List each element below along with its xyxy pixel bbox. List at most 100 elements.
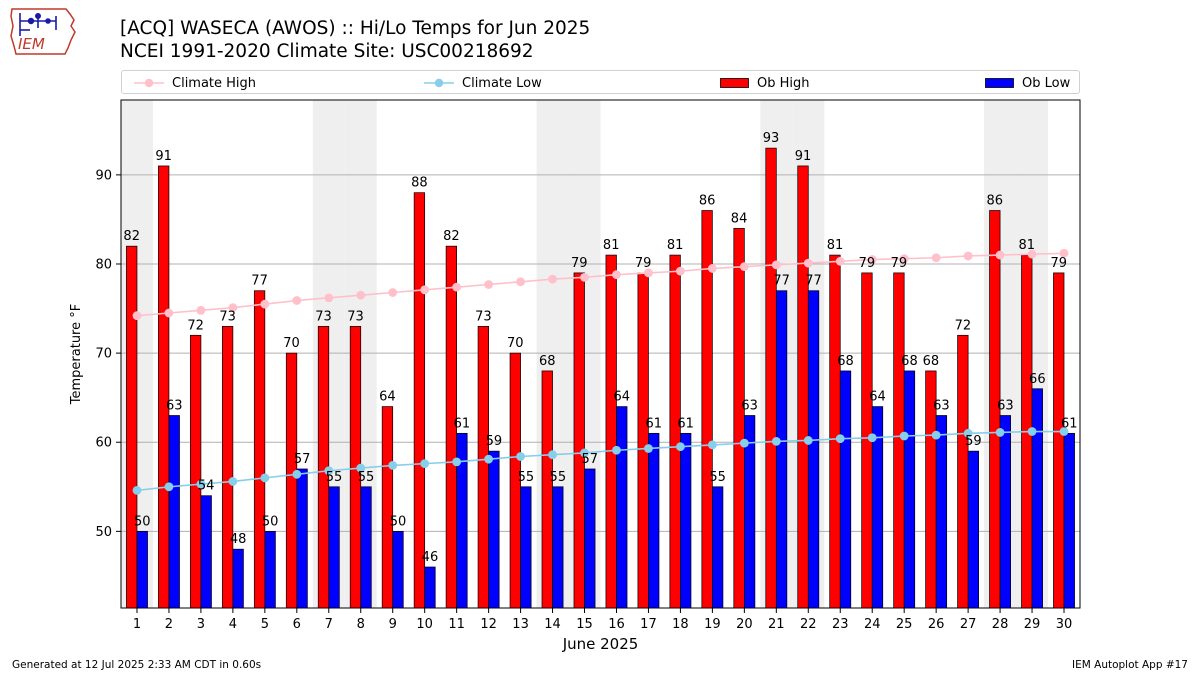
ob-high-value-label: 88 [411, 176, 428, 191]
ob-low-bar [264, 531, 276, 609]
ob-high-value-label: 68 [539, 354, 556, 369]
iem-logo: IEM [10, 8, 76, 55]
grid-lines [121, 174, 1080, 532]
ob-high-value-label: 68 [923, 354, 940, 369]
x-tick-label: 25 [896, 617, 913, 632]
ob-high-bar [253, 290, 266, 609]
logo-text: IEM [18, 35, 45, 53]
ob-low-value-label: 63 [741, 398, 758, 413]
ob-high-bar [285, 352, 298, 609]
ob-high-bar [190, 334, 202, 609]
ob-low-value-label: 68 [901, 354, 918, 369]
ob-high-value-label: 79 [1050, 256, 1067, 271]
ob-high-bar [765, 147, 777, 609]
climate-high-point [771, 260, 781, 270]
climate-low-point [164, 482, 174, 492]
climate-high-point [963, 251, 973, 261]
legend-line-marker-icon [134, 78, 164, 88]
legend-bar-swatch-icon [985, 78, 1014, 88]
climate-high-point [899, 254, 909, 264]
title-line-1: [ACQ] WASECA (AWOS) :: Hi/Lo Temps for J… [120, 18, 591, 39]
x-tick-label: 4 [229, 617, 237, 632]
x-tick-label: 7 [325, 617, 333, 632]
ob-low-value-label: 61 [645, 416, 662, 431]
ob-low-bar [999, 415, 1011, 609]
ob-low-value-label: 50 [262, 514, 279, 529]
climate-low-point [771, 436, 781, 446]
ob-low-value-label: 57 [294, 452, 311, 467]
x-tick-label: 16 [608, 617, 625, 632]
x-tick-label: 14 [544, 617, 561, 632]
x-tick-label: 5 [261, 617, 269, 632]
legend-label: Climate Low [462, 75, 542, 91]
x-axis-label: June 2025 [562, 635, 639, 653]
ob-high-bar [893, 272, 905, 609]
ob-high-bar [541, 370, 553, 609]
ob-high-value-label: 79 [891, 256, 908, 271]
legend-line-marker-icon [424, 78, 454, 88]
climate-high-line [136, 252, 1065, 317]
ob-high-value-label: 81 [1019, 238, 1036, 253]
y-tick-label: 80 [95, 257, 112, 272]
ob-low-value-label: 61 [677, 416, 694, 431]
x-tick-label: 23 [832, 617, 849, 632]
ob-low-value-label: 66 [1029, 372, 1046, 387]
climate-high-point [196, 305, 206, 315]
legend-item-ob-high: Ob High [720, 74, 810, 92]
x-tick-label: 24 [864, 617, 881, 632]
ob-high-bar [1053, 272, 1065, 609]
ob-high-value-label: 73 [347, 309, 364, 324]
climate-low-point [388, 461, 398, 470]
ob-low-value-label: 63 [166, 398, 183, 413]
x-tick-label: 28 [992, 617, 1009, 632]
ob-low-bar [296, 468, 308, 609]
ob-high-bar [158, 165, 170, 609]
ob-high-bar [957, 334, 969, 609]
ob-low-value-label: 77 [805, 274, 822, 289]
climate-low-point [835, 434, 845, 444]
climate-low-point [484, 454, 494, 464]
ob-high-value-label: 84 [731, 211, 748, 226]
climate-low-point [516, 452, 525, 461]
ob-low-value-label: 61 [454, 416, 471, 431]
ob-low-bar [136, 531, 148, 609]
generated-timestamp: Generated at 12 Jul 2025 2:33 AM CDT in … [12, 659, 262, 671]
climate-low-point [707, 440, 717, 450]
ob-low-bar [807, 290, 820, 609]
ob-high-value-label: 82 [123, 229, 140, 244]
climate-low-point [899, 431, 909, 441]
ob-high-value-label: 72 [187, 318, 204, 333]
ob-low-value-label: 61 [1061, 416, 1078, 431]
ob-high-value-label: 81 [827, 238, 844, 253]
ob-low-bar [520, 486, 532, 609]
ob-high-bar [605, 254, 617, 609]
ob-low-bar [1031, 388, 1043, 609]
climate-high-point [1059, 248, 1069, 258]
ob-low-bar [903, 370, 916, 609]
ob-low-value-label: 55 [518, 470, 535, 485]
ob-low-bar [616, 406, 628, 609]
ob-low-value-label: 59 [486, 434, 503, 449]
ob-low-bar [552, 486, 564, 609]
x-tick-label: 1 [133, 617, 141, 632]
ob-low-value-label: 48 [230, 532, 247, 547]
ob-high-bar [126, 245, 138, 609]
ob-low-value-label: 68 [837, 354, 854, 369]
climate-low-point [132, 485, 142, 495]
x-tick-label: 26 [928, 617, 945, 632]
x-tick-label: 9 [389, 617, 397, 632]
weather-station-icon [19, 13, 57, 36]
climate-high-point [420, 285, 430, 295]
plot-frame [120, 99, 1081, 609]
climate-low-point [1027, 427, 1037, 436]
chart-legend: Climate High Climate Low Ob High Ob Low [121, 70, 1080, 94]
ob-high-value-label: 79 [571, 256, 588, 271]
ob-high-value-label: 73 [219, 309, 236, 324]
climate-high-point [867, 255, 877, 264]
climate-low-point [867, 433, 877, 443]
ob-high-value-label: 72 [955, 318, 972, 333]
ob-high-bar [637, 272, 649, 609]
title-line-2: NCEI 1991-2020 Climate Site: USC00218692 [120, 41, 534, 62]
y-tick-label: 70 [95, 347, 112, 362]
climate-high-point [292, 296, 302, 305]
